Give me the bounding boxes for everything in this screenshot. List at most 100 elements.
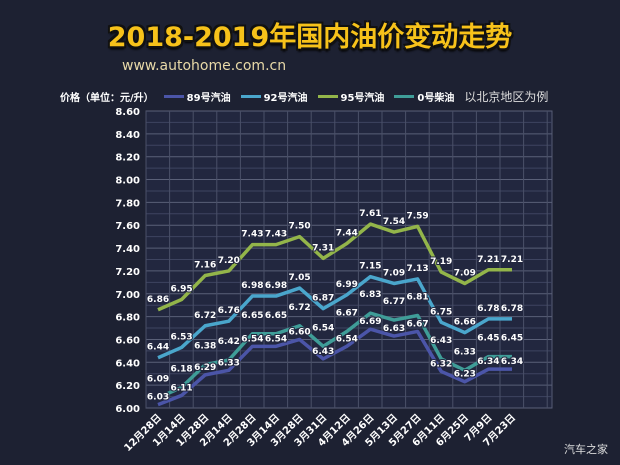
data-label: 6.65 xyxy=(241,311,263,321)
legend-item-diesel: 0号柴油 xyxy=(394,89,454,104)
data-label: 6.23 xyxy=(454,370,476,380)
data-label: 6.34 xyxy=(501,357,523,367)
data-label: 6.63 xyxy=(383,324,405,334)
data-label: 6.54 xyxy=(336,334,358,344)
data-label: 6.32 xyxy=(430,359,452,369)
legend-item-92: 92号汽油 xyxy=(240,89,308,104)
series-line-2 xyxy=(157,222,512,312)
y-tick-label: 8.40 xyxy=(115,130,140,141)
legend-item-89: 89号汽油 xyxy=(163,89,231,104)
y-axis-label: 价格（单位：元/升） xyxy=(60,93,154,104)
data-label: 6.65 xyxy=(265,311,287,321)
data-label: 6.95 xyxy=(170,284,192,294)
y-tick-label: 6.40 xyxy=(115,358,140,369)
data-label: 6.69 xyxy=(359,317,381,327)
data-label: 6.78 xyxy=(501,304,523,314)
data-label: 6.54 xyxy=(265,334,287,344)
data-label: 6.33 xyxy=(454,347,476,357)
series-line-0 xyxy=(157,327,512,407)
data-label: 6.99 xyxy=(336,280,358,290)
data-label: 6.67 xyxy=(406,319,428,329)
data-label: 7.19 xyxy=(430,257,452,267)
data-label: 7.13 xyxy=(406,264,428,274)
legend: 价格（单位：元/升） 89号汽油 92号汽油 95号汽油 0号柴油 以北京地区为… xyxy=(60,88,548,105)
data-label: 7.43 xyxy=(241,230,263,240)
data-label: 6.72 xyxy=(194,311,216,321)
data-labels: 6.036.116.29 6.336.54 6.546.606.436.546.69… xyxy=(146,208,524,403)
legend-label: 92号汽油 xyxy=(263,93,308,104)
legend-label: 95号汽油 xyxy=(340,93,385,104)
data-label: 7.16 xyxy=(194,260,216,270)
y-tick-label: 7.80 xyxy=(115,198,140,209)
series-line-1 xyxy=(157,274,512,360)
data-label: 6.53 xyxy=(170,332,192,342)
data-label: 6.43 xyxy=(312,347,334,357)
data-label: 6.60 xyxy=(288,327,310,337)
region-note: 以北京地区为例 xyxy=(464,90,549,104)
legend-swatch xyxy=(317,95,338,98)
data-label: 7.43 xyxy=(265,230,287,240)
legend-label: 89号汽油 xyxy=(186,93,231,104)
y-tick-label: 6.60 xyxy=(115,335,140,346)
data-label: 6.67 xyxy=(336,308,358,318)
data-label: 6.09 xyxy=(147,375,169,385)
data-label: 7.21 xyxy=(477,255,499,265)
data-label: 7.09 xyxy=(383,268,405,278)
y-tick-label: 7.00 xyxy=(115,290,140,301)
data-label: 6.54 xyxy=(241,334,263,344)
data-label: 6.38 xyxy=(194,342,216,352)
data-label: 7.44 xyxy=(336,229,358,239)
data-label: 6.34 xyxy=(477,357,499,367)
data-label: 6.33 xyxy=(218,358,240,368)
data-label: 7.15 xyxy=(359,262,381,272)
legend-swatch xyxy=(240,95,261,98)
data-label: 7.50 xyxy=(288,222,310,232)
y-tick-label: 7.20 xyxy=(115,267,140,278)
data-label: 6.72 xyxy=(288,303,310,313)
data-label: 6.98 xyxy=(265,281,287,291)
data-label: 6.87 xyxy=(312,294,334,304)
legend-item-95: 95号汽油 xyxy=(317,89,385,104)
legend-swatch xyxy=(163,95,184,98)
data-label: 7.61 xyxy=(359,209,381,219)
data-label: 6.81 xyxy=(406,292,428,302)
data-label: 6.43 xyxy=(430,336,452,346)
data-label: 7.31 xyxy=(312,243,334,253)
y-tick-label: 7.40 xyxy=(115,244,140,255)
data-label: 7.59 xyxy=(406,211,428,221)
data-label: 6.76 xyxy=(218,306,240,316)
data-label: 6.83 xyxy=(359,290,381,300)
data-label: 6.54 xyxy=(312,323,334,333)
series-line-3 xyxy=(157,311,512,400)
source-url: www.autohome.com.cn xyxy=(122,58,287,74)
y-tick-label: 8.20 xyxy=(115,153,140,164)
watermark: 汽车之家 xyxy=(564,443,608,456)
data-label: 6.42 xyxy=(218,337,240,347)
data-label: 7.05 xyxy=(288,273,310,283)
chart-title: 2018-2019年国内油价变动走势 xyxy=(107,22,513,53)
series-lines xyxy=(157,222,512,407)
data-label: 6.45 xyxy=(501,334,523,344)
data-label: 6.75 xyxy=(430,307,452,317)
data-label: 6.86 xyxy=(147,295,169,305)
data-label: 6.98 xyxy=(241,281,263,291)
legend-label: 0号柴油 xyxy=(417,93,455,104)
y-tick-label: 6.80 xyxy=(115,313,140,324)
legend-swatch xyxy=(394,95,415,98)
data-label: 7.21 xyxy=(501,255,523,265)
y-tick-label: 6.00 xyxy=(115,404,140,415)
data-label: 6.78 xyxy=(477,304,499,314)
y-tick-label: 8.00 xyxy=(115,176,140,187)
data-label: 7.09 xyxy=(454,268,476,278)
data-label: 6.11 xyxy=(170,383,192,393)
data-label: 6.66 xyxy=(454,318,476,328)
y-tick-label: 7.60 xyxy=(115,221,140,232)
data-label: 6.44 xyxy=(147,343,169,353)
data-label: 7.20 xyxy=(218,256,240,266)
y-tick-label: 6.20 xyxy=(115,381,140,392)
data-label: 6.18 xyxy=(170,364,192,374)
data-label: 6.45 xyxy=(477,334,499,344)
data-label: 7.54 xyxy=(383,217,405,227)
data-label: 6.77 xyxy=(383,297,405,307)
